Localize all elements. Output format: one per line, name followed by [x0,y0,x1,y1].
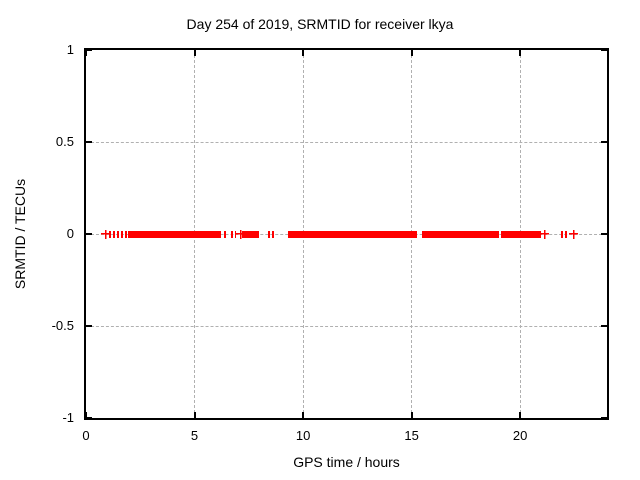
x-axis-label: GPS time / hours [293,454,400,470]
data-segment-cluster [121,230,127,238]
data-point-plus [569,229,579,239]
data-segment-dense [501,230,541,238]
y-tick-mark [86,49,92,51]
y-tick-mark [601,233,607,235]
y-tick-mark [601,49,607,51]
y-tick-label: 1 [66,42,74,57]
x-tick-mark [410,50,413,56]
x-tick-mark [519,412,522,418]
x-tick-mark [519,50,522,56]
x-tick-mark [302,50,305,56]
x-tick-label: 5 [190,428,199,443]
y-tick-mark [86,141,92,143]
x-tick-label: 15 [404,428,419,443]
y-tick-mark [601,325,607,327]
y-tick-label: -0.5 [51,318,74,333]
y-tick-mark [601,141,607,143]
data-segment-cluster [109,230,113,238]
data-segment-cluster [113,230,120,238]
y-tick-mark [86,233,92,235]
y-tick-mark [601,417,607,419]
x-tick-mark [410,412,413,418]
y-tick-mark [86,325,92,327]
data-segment-dense [287,230,418,238]
x-tick-mark [193,50,196,56]
data-segment-dense [128,230,221,238]
x-tick-mark [193,412,196,418]
chart-title: Day 254 of 2019, SRMTID for receiver lky… [186,16,454,32]
plot-area [84,48,609,420]
x-tick-label: 10 [295,428,311,443]
data-point-plus [235,229,245,239]
data-segment-dense [422,230,500,238]
x-tick-mark [302,412,305,418]
y-tick-label: -1 [62,410,74,425]
data-point-plus [539,229,549,239]
data-segment-cluster [231,230,236,238]
data-segment-cluster [223,230,228,238]
x-tick-mark [85,50,87,56]
x-tick-label: 0 [82,428,90,443]
y-tick-mark [86,417,92,419]
data-segment-dense [241,230,259,238]
data-segment-cluster [268,230,276,238]
y-gridline [86,141,607,143]
y-tick-label: 0.5 [55,134,74,149]
data-segment-cluster [560,230,569,238]
x-tick-mark [85,412,87,418]
x-tick-label: 20 [512,428,528,443]
data-point-plus [101,229,111,239]
y-gridline [86,325,607,327]
y-tick-label: 0 [66,226,74,241]
